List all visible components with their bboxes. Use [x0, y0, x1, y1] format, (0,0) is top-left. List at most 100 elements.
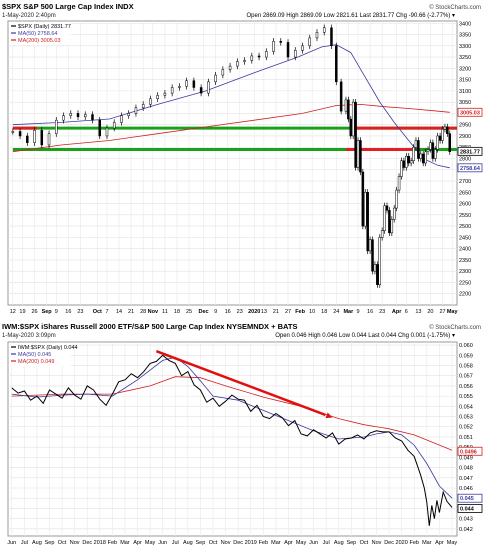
x-tick-label: 6: [405, 309, 408, 315]
x-tick-label: May: [145, 540, 156, 546]
value-tag-label: 2831.77: [460, 149, 480, 155]
price-candle: [272, 41, 275, 52]
y-tick-label: 3050: [459, 100, 471, 106]
y-tick-label: 2650: [459, 190, 471, 196]
price-candle: [392, 207, 396, 220]
x-tick-label: Jul: [21, 540, 28, 546]
x-tick-label: 18: [321, 309, 327, 315]
price-candle: [91, 114, 94, 121]
chart-subtitle: 1-May-2020 3:09pm: [2, 333, 56, 339]
price-candle: [347, 99, 350, 120]
price-candle: [412, 146, 415, 161]
price-candle: [388, 210, 391, 234]
x-tick-label: Apr: [133, 540, 142, 546]
y-tick-label: 3350: [459, 33, 471, 39]
price-candle: [421, 153, 425, 164]
y-tick-label: 2550: [459, 213, 471, 219]
x-tick-label: Mar: [271, 540, 281, 546]
x-tick-label: Jun: [309, 540, 318, 546]
y-tick-label: 0.058: [459, 363, 473, 369]
x-tick-label: 2018: [94, 540, 106, 546]
price-candle: [446, 126, 449, 134]
x-tick-label: May: [296, 540, 307, 546]
chart-subtitle: 1-May-2020 2:40pm: [2, 13, 56, 19]
y-tick-label: 0.046: [459, 486, 473, 492]
x-tick-label: Dec: [384, 540, 394, 546]
price-candle: [431, 142, 435, 159]
x-tick-label: 24: [333, 309, 339, 315]
x-tick-label: 13: [415, 309, 421, 315]
price-candle: [434, 149, 437, 159]
price-candle: [83, 114, 87, 118]
chart-title: IWM:$SPX iShares Russell 2000 ETF/S&P 50…: [2, 322, 297, 331]
legend-entry: MA(200) 0.049: [18, 359, 54, 365]
price-candle: [26, 135, 29, 143]
x-tick-label: Feb: [108, 540, 117, 546]
price-candle: [359, 140, 362, 173]
price-candle: [134, 107, 138, 114]
price-candle: [424, 151, 427, 164]
chart-header-stats: Open 2869.09 High 2869.09 Low 2821.61 La…: [247, 13, 456, 19]
price-candle: [62, 115, 65, 121]
y-tick-label: 0.042: [459, 527, 473, 533]
x-tick-label: 28: [140, 309, 146, 315]
price-candle: [170, 87, 174, 94]
price-candle: [112, 122, 116, 129]
x-tick-label: Oct: [93, 309, 102, 315]
price-candle: [368, 239, 372, 252]
x-tick-label: 23: [379, 309, 385, 315]
y-tick-label: 3400: [459, 21, 471, 27]
value-tag: [457, 146, 483, 156]
legend-box: [9, 343, 71, 366]
ma200-line: [12, 103, 450, 153]
ratio-line: [11, 354, 453, 526]
x-tick-label: Sep: [45, 540, 55, 546]
price-candle: [371, 239, 374, 272]
price-candle: [441, 128, 444, 141]
price-candle: [47, 133, 51, 146]
price-candle: [438, 135, 442, 141]
value-tag-label: 0.045: [460, 496, 474, 502]
x-tick-label: 9: [214, 309, 217, 315]
x-tick-label: Oct: [209, 540, 218, 546]
x-tick-label: Oct: [360, 540, 369, 546]
price-candle: [378, 237, 382, 285]
price-candle: [178, 86, 181, 88]
price-candle: [330, 27, 333, 47]
price-candle: [98, 119, 101, 137]
price-candle: [315, 32, 319, 39]
price-candle: [18, 131, 22, 137]
x-tick-label: Feb: [409, 540, 418, 546]
y-tick-label: 2200: [459, 292, 471, 298]
chart-title: $SPX S&P 500 Large Cap Index INDX: [2, 2, 134, 11]
x-tick-label: Nov: [372, 540, 382, 546]
y-tick-label: 0.051: [459, 435, 473, 441]
legend-box: [9, 22, 71, 45]
x-tick-label: Apr: [392, 309, 402, 315]
chart-header-stats: Open 0.046 High 0.046 Low 0.044 Last 0.0…: [275, 333, 455, 339]
price-candle: [405, 155, 408, 168]
value-tag: [457, 493, 483, 503]
x-tick-label: Aug: [32, 540, 42, 546]
price-candle: [354, 101, 357, 168]
ma50-line: [11, 356, 453, 499]
price-candle: [156, 95, 159, 100]
y-tick-label: 2500: [459, 224, 471, 230]
x-tick-label: 21: [273, 309, 279, 315]
y-tick-label: 2250: [459, 280, 471, 286]
plot-area: [7, 20, 458, 306]
value-tag-label: 2758.64: [460, 166, 481, 172]
x-tick-label: Mar: [422, 540, 432, 546]
price-candle: [436, 135, 439, 150]
x-tick-label: Dec: [198, 309, 208, 315]
legend-entry: $SPX (Daily) 2831.77: [18, 24, 71, 30]
price-candle: [69, 113, 73, 116]
value-tag-label: 0.0496: [460, 449, 477, 455]
price-candle: [397, 176, 401, 191]
y-tick-label: 0.059: [459, 353, 473, 359]
y-tick-label: 0.056: [459, 384, 473, 390]
price-candle: [344, 99, 348, 112]
price-candle: [417, 140, 420, 159]
y-tick-label: 3100: [459, 89, 471, 95]
